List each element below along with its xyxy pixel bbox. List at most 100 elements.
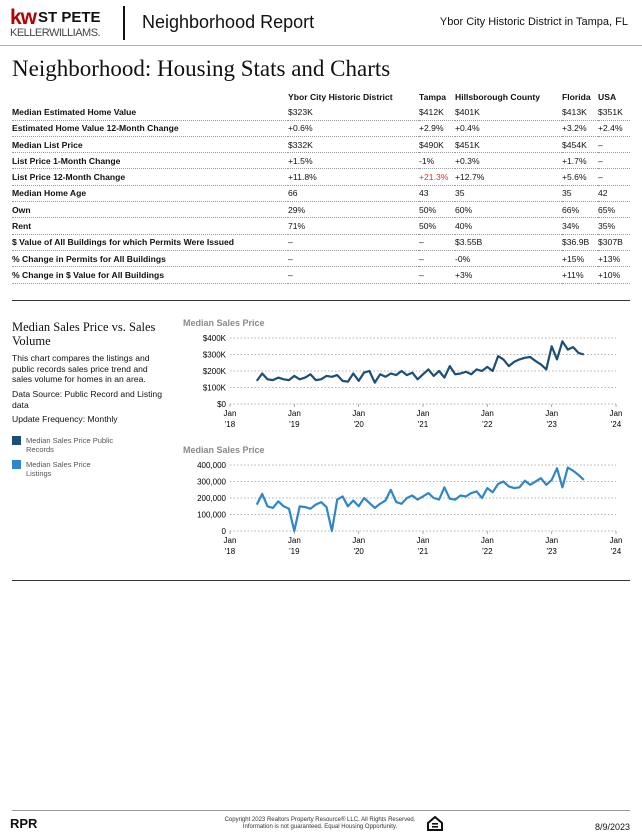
cell: +15% bbox=[562, 250, 598, 268]
row-label: Own bbox=[12, 201, 288, 219]
copyright: Copyright 2023 Realtors Property Resourc… bbox=[224, 817, 416, 823]
y-tick-label: $400K bbox=[203, 334, 227, 343]
rule bbox=[12, 300, 630, 301]
chart-title: Median Sales Price bbox=[183, 318, 265, 328]
cell: +2.4% bbox=[598, 120, 630, 137]
column-header: Florida bbox=[562, 91, 591, 102]
section-title: Median Sales Price vs. Sales Volume bbox=[12, 320, 156, 348]
cell: +11.8% bbox=[288, 168, 419, 186]
cell: +0.4% bbox=[455, 120, 562, 137]
cell: $413K bbox=[562, 104, 598, 121]
y-tick-label: 100,000 bbox=[197, 511, 226, 520]
cell: – bbox=[598, 152, 630, 170]
legend-swatch bbox=[12, 460, 21, 469]
series-line bbox=[255, 466, 585, 533]
footer-brand: RPR bbox=[10, 816, 38, 831]
legend-label: Median Sales Price Public Records bbox=[26, 436, 114, 454]
x-tick-label: Jan '19 bbox=[288, 536, 301, 556]
cell: 50% bbox=[419, 201, 455, 219]
location: Ybor City Historic District in Tampa, FL bbox=[439, 16, 628, 28]
cell: 42 bbox=[598, 185, 630, 203]
table-row: Own 29% 50% 60% 66% 65% bbox=[12, 201, 630, 219]
y-tick-label: 0 bbox=[222, 527, 227, 536]
cell: – bbox=[598, 136, 630, 154]
cell: $3.55B bbox=[455, 234, 562, 251]
cell: 60% bbox=[455, 201, 562, 219]
table-row: Median List Price $332K $490K $451K $454K – bbox=[12, 136, 630, 154]
logo-kw: kw bbox=[10, 6, 37, 29]
cell: $36.9B bbox=[562, 234, 598, 251]
column-header: USA bbox=[598, 91, 617, 102]
cell: 35 bbox=[455, 185, 562, 203]
x-tick-label: Jan '18 bbox=[224, 536, 237, 556]
row-label: % Change in $ Value for All Buildings bbox=[12, 266, 288, 284]
table-row: $ Value of All Buildings for which Permi… bbox=[12, 234, 630, 251]
x-tick-label: Jan '18 bbox=[224, 409, 237, 429]
cell: $454K bbox=[562, 136, 598, 154]
x-tick-label: Jan '23 bbox=[545, 536, 558, 556]
table-row: Estimated Home Value 12-Month Change +0.6… bbox=[12, 120, 630, 137]
table-row: % Change in Permits for All Buildings – – -… bbox=[12, 250, 630, 268]
cell: +5.6% bbox=[562, 168, 598, 186]
table-row: List Price 1-Month Change +1.5% -1% +0.3% +1… bbox=[12, 152, 630, 170]
cell: – bbox=[419, 266, 455, 284]
x-tick-label: Jan '21 bbox=[417, 409, 430, 429]
section-source: Data Source: Public Record and Listing d… bbox=[12, 389, 162, 410]
notice: Information is not guaranteed. Equal Hou… bbox=[242, 824, 398, 830]
cell: +3% bbox=[455, 266, 562, 284]
cell: $412K bbox=[419, 104, 455, 121]
y-tick-label: 300,000 bbox=[197, 478, 226, 487]
cell: – bbox=[288, 266, 419, 284]
x-tick-label: Jan '23 bbox=[545, 409, 558, 429]
y-tick-label: $300K bbox=[203, 351, 227, 360]
table-row: Median Home Age 66 43 35 35 42 bbox=[12, 185, 630, 203]
cell: 40% bbox=[455, 217, 562, 235]
cell: 29% bbox=[288, 201, 419, 219]
column-header: Tampa bbox=[419, 91, 447, 102]
logo-brand: KELLERWILLIAMS. bbox=[10, 27, 101, 39]
equal-housing-icon bbox=[427, 816, 443, 831]
section-frequency: Update Frequency: Monthly bbox=[12, 414, 118, 424]
column-header: Hillsborough County bbox=[455, 91, 540, 102]
table-row: % Change in $ Value for All Buildings – – +… bbox=[12, 266, 630, 284]
x-tick-label: Jan '20 bbox=[352, 536, 365, 556]
date: 8/9/2023 bbox=[594, 822, 630, 832]
page-title: Neighborhood: Housing Stats and Charts bbox=[12, 56, 391, 81]
cell: +3.2% bbox=[562, 120, 598, 137]
header-row: Ybor City Historic District Tampa Hillsbor… bbox=[12, 89, 630, 104]
cell: 71% bbox=[288, 217, 419, 235]
cell: – bbox=[419, 250, 455, 268]
row-label: Median Home Age bbox=[12, 185, 288, 203]
row-label: List Price 12-Month Change bbox=[12, 168, 288, 186]
row-label: List Price 1-Month Change bbox=[12, 152, 288, 170]
cell: – bbox=[419, 234, 455, 251]
row-label: % Change in Permits for All Buildings bbox=[12, 250, 288, 268]
y-tick-label: 200,000 bbox=[197, 494, 226, 503]
row-label: Rent bbox=[12, 217, 288, 235]
column-header: Ybor City Historic District bbox=[288, 91, 393, 102]
cell: +2.9% bbox=[419, 120, 455, 137]
series-line bbox=[255, 340, 585, 384]
legend-label: Median Sales Price Listings bbox=[26, 460, 91, 478]
logo-office: ST PETE bbox=[38, 9, 101, 26]
y-tick-label: 400,000 bbox=[197, 461, 226, 470]
table-body: Median Estimated Home Value $323K $412K $40… bbox=[12, 104, 630, 284]
cell: 65% bbox=[598, 201, 630, 219]
section-description: This chart compares the listings and pub… bbox=[12, 353, 150, 384]
cell: $451K bbox=[455, 136, 562, 154]
x-tick-label: Jan '24 bbox=[610, 536, 623, 556]
y-tick-label: $0 bbox=[217, 400, 226, 409]
footer-rule bbox=[12, 810, 630, 811]
header-rule bbox=[0, 45, 642, 46]
row-label: Estimated Home Value 12-Month Change bbox=[12, 120, 288, 137]
x-tick-label: Jan '24 bbox=[610, 409, 623, 429]
x-tick-label: Jan '22 bbox=[481, 536, 494, 556]
cell: +0.3% bbox=[455, 152, 562, 170]
stats-table: Ybor City Historic District Tampa Hillsbor… bbox=[12, 89, 630, 284]
cell: +1.7% bbox=[562, 152, 598, 170]
cell: – bbox=[288, 234, 419, 251]
cell: 66% bbox=[562, 201, 598, 219]
cell: $490K bbox=[419, 136, 455, 154]
cell: +11% bbox=[562, 266, 598, 284]
